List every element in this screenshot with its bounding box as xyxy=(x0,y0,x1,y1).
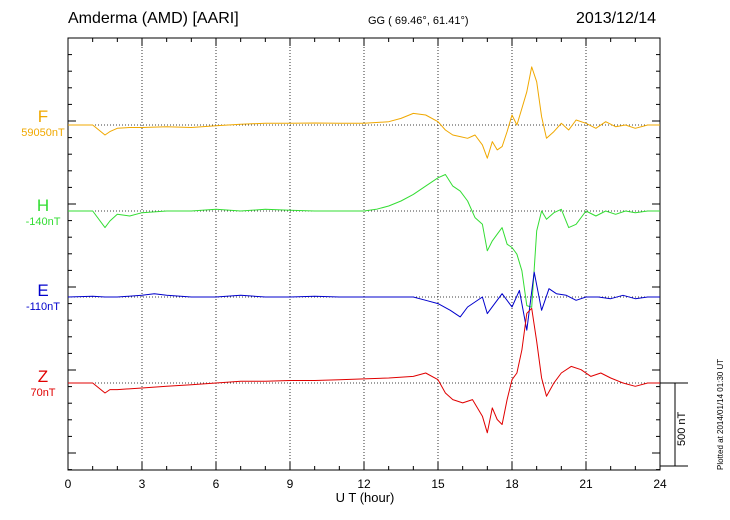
x-tick-label: 18 xyxy=(505,477,519,491)
component-baseline-z: 70nT xyxy=(30,387,56,399)
scale-bar xyxy=(660,382,688,467)
component-baseline-e: -110nT xyxy=(25,301,61,313)
component-letter-e: E xyxy=(37,281,49,300)
station-coordinates: GG ( 69.46°, 61.41°) xyxy=(368,15,469,27)
component-baseline-f: 59050nT xyxy=(21,127,65,139)
x-tick-label: 24 xyxy=(653,477,667,491)
component-letter-h: H xyxy=(36,196,50,215)
observation-date: 2013/12/14 xyxy=(576,10,657,27)
x-tick-label: 6 xyxy=(213,477,220,491)
series-line-e xyxy=(67,271,660,331)
component-label-h: H -140nT xyxy=(12,196,74,229)
component-label-f: F 59050nT xyxy=(12,107,74,140)
x-tick-label: 21 xyxy=(579,477,593,491)
tick-marks xyxy=(67,37,661,471)
component-letter-z: Z xyxy=(37,367,49,386)
series-layer xyxy=(67,66,660,434)
x-tick-label: 9 xyxy=(287,477,294,491)
grid-layer xyxy=(68,38,660,470)
station-title: Amderma (AMD) [AARI] xyxy=(68,10,239,27)
x-axis-label: U T (hour) xyxy=(335,490,395,505)
component-label-z: Z 70nT xyxy=(12,367,74,400)
series-line-f xyxy=(68,66,660,159)
x-tick-labels: 0 3 6 9 12 15 18 21 24 xyxy=(65,477,667,491)
x-tick-label: 0 xyxy=(65,477,72,491)
x-tick-label: 15 xyxy=(431,477,445,491)
series-line-h xyxy=(68,174,660,308)
component-letter-f: F xyxy=(37,107,49,126)
series-line-z xyxy=(68,307,660,434)
x-tick-label: 12 xyxy=(357,477,371,491)
component-baseline-h: -140nT xyxy=(25,216,61,228)
x-tick-label: 3 xyxy=(139,477,146,491)
scale-bar-label: 500 nT xyxy=(676,411,688,446)
component-label-e: E -110nT xyxy=(12,281,74,314)
plotted-timestamp: Plotted at 2014/01/14 01:30 UT xyxy=(716,358,725,470)
